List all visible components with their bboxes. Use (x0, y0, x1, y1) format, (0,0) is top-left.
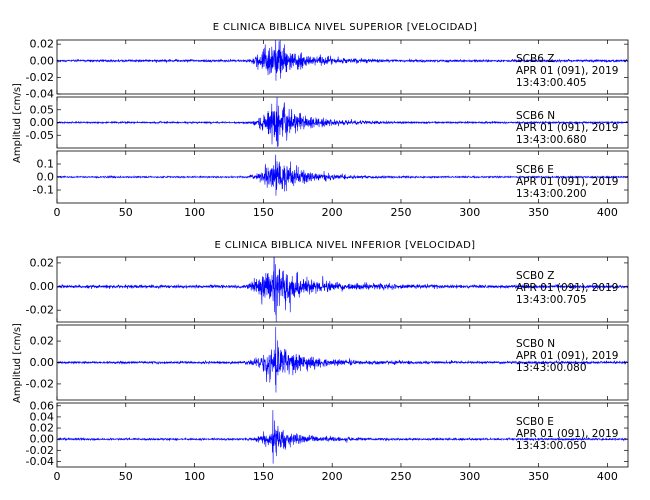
y-tick-label: 0.00 (30, 433, 55, 446)
station-annotation: 13:43:00.200 (516, 188, 587, 200)
x-tick-label: 50 (119, 206, 133, 219)
x-tick-label: 50 (119, 470, 133, 483)
y-tick-label: -0.02 (26, 71, 54, 84)
station-annotation: SCB6 Z (516, 53, 554, 65)
upper-group-title: E CLINICA BIBLICA NIVEL SUPERIOR [VELOCI… (213, 22, 478, 33)
y-tick-label: 0.00 (30, 356, 55, 369)
x-tick-label: 100 (184, 470, 205, 483)
x-tick-label: 250 (390, 470, 411, 483)
y-tick-label: 0.00 (30, 54, 55, 67)
waveform-trace (56, 256, 629, 322)
x-tick-label: 300 (459, 470, 480, 483)
station-annotation: APR 01 (091), 2019 (516, 122, 618, 134)
x-tick-label: 250 (390, 206, 411, 219)
x-tick-label: 350 (528, 206, 549, 219)
station-annotation: APR 01 (091), 2019 (516, 428, 618, 440)
y-tick-label: -0.04 (26, 455, 54, 468)
station-annotation: SCB6 N (516, 110, 555, 122)
panel-frame (56, 402, 629, 468)
station-annotation: 13:43:00.080 (516, 362, 587, 374)
y-tick-label: 0.0 (37, 171, 55, 184)
station-annotation: SCB0 E (516, 416, 554, 428)
x-tick-label: 400 (597, 206, 618, 219)
x-tick-label: 0 (54, 206, 61, 219)
waveform-trace (56, 326, 629, 393)
panel-frame (56, 256, 629, 323)
y-tick-label: -0.02 (26, 444, 54, 457)
station-annotation: SCB0 N (516, 338, 555, 350)
station-annotation: 13:43:00.705 (516, 294, 587, 306)
y-tick-label: -0.05 (26, 129, 54, 142)
x-tick-label: 100 (184, 206, 205, 219)
x-tick-label: 300 (459, 206, 480, 219)
station-annotation: APR 01 (091), 2019 (516, 65, 618, 77)
x-tick-label: 400 (597, 470, 618, 483)
station-annotation: SCB6 E (516, 164, 554, 176)
lower-group-ylabel: Amplitud [cm/s] (12, 323, 23, 403)
y-tick-label: 0.00 (30, 280, 55, 293)
y-tick-label: 0.1 (37, 158, 55, 171)
y-tick-label: 0.00 (30, 116, 55, 129)
station-annotation: SCB0 Z (516, 270, 554, 282)
y-tick-label: -0.04 (26, 88, 54, 101)
waveform-trace (56, 154, 629, 196)
station-annotation: 13:43:00.680 (516, 134, 587, 146)
y-tick-label: 0.02 (30, 335, 55, 348)
waveform-trace (56, 410, 629, 464)
y-tick-label: 0.02 (30, 422, 55, 435)
station-annotation: 13:43:00.050 (516, 440, 587, 452)
station-annotation: APR 01 (091), 2019 (516, 350, 618, 362)
x-tick-label: 200 (322, 206, 343, 219)
lower-group-title: E CLINICA BIBLICA NIVEL INFERIOR [VELOCI… (214, 240, 475, 251)
y-tick-label: 0.06 (30, 399, 55, 412)
y-tick-label: 0.02 (30, 256, 55, 269)
station-annotation: APR 01 (091), 2019 (516, 282, 618, 294)
station-annotation: APR 01 (091), 2019 (516, 176, 618, 188)
waveform-trace (56, 39, 629, 81)
panel-frame (56, 39, 629, 95)
x-tick-label: 350 (528, 470, 549, 483)
y-tick-label: 0.02 (30, 38, 55, 51)
x-tick-label: 200 (322, 470, 343, 483)
y-tick-label: -0.1 (33, 184, 54, 197)
y-tick-label: -0.02 (26, 377, 54, 390)
station-annotation: 13:43:00.405 (516, 77, 587, 89)
y-tick-label: 0.04 (30, 410, 55, 423)
y-tick-label: 0.05 (30, 103, 55, 116)
x-tick-label: 150 (253, 206, 274, 219)
upper-group-ylabel: Amplitud [cm/s] (12, 83, 23, 163)
x-tick-label: 0 (54, 470, 61, 483)
waveform-trace (56, 96, 629, 147)
x-tick-label: 150 (253, 470, 274, 483)
y-tick-label: -0.02 (26, 304, 54, 317)
